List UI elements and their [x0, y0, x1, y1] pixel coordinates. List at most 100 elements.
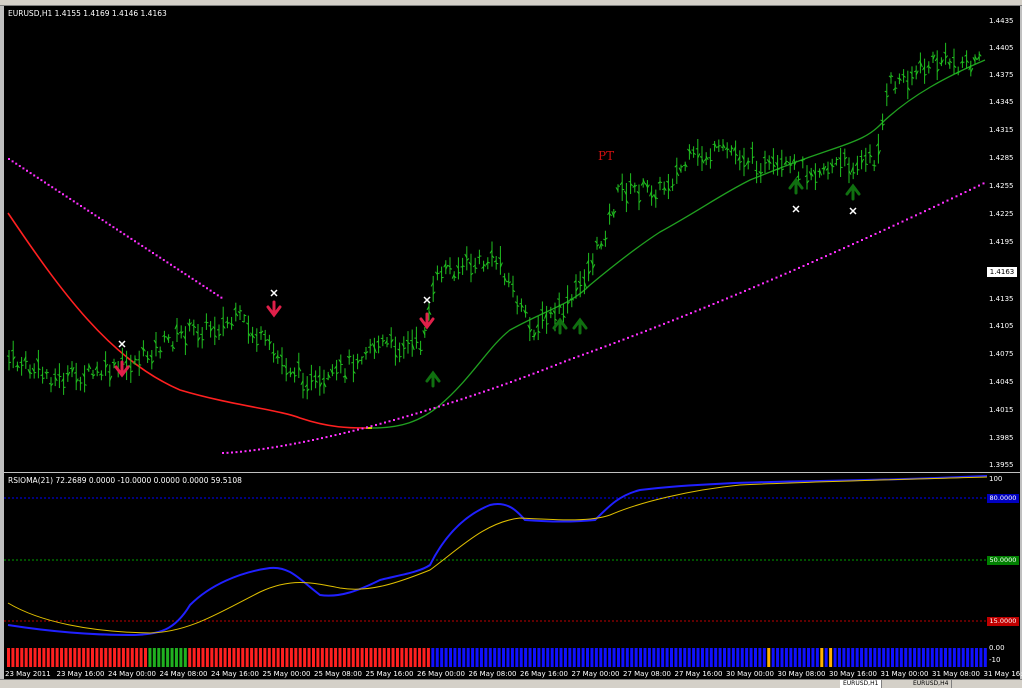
buy-arrow-icon: [574, 320, 586, 333]
trend-histogram-bar: [873, 648, 876, 667]
trend-histogram-bar: [573, 648, 576, 667]
sar-dot: [969, 189, 971, 191]
trend-histogram-bar: [493, 648, 496, 667]
sar-dot: [843, 247, 845, 249]
price-bar-close: [421, 350, 423, 351]
sar-dot: [425, 410, 427, 412]
trend-histogram-bar: [290, 648, 293, 667]
sar-dot: [933, 206, 935, 208]
price-bar-open: [540, 310, 542, 311]
time-tick-label: 25 May 08:00: [314, 670, 362, 678]
price-bar-close: [765, 163, 767, 164]
sar-dot: [713, 303, 715, 305]
trend-histogram-bar: [926, 648, 929, 667]
trend-histogram-bar: [422, 648, 425, 667]
sar-dot: [26, 170, 28, 172]
trend-histogram-bar: [688, 648, 691, 667]
price-tick-label: 1.4195: [989, 238, 1014, 246]
trend-histogram-bar: [498, 648, 501, 667]
sar-dot: [600, 347, 602, 349]
sar-dot: [515, 379, 517, 381]
price-bar-close: [547, 324, 549, 325]
trend-histogram-bar: [803, 648, 806, 667]
time-tick-label: 27 May 00:00: [572, 670, 620, 678]
trend-histogram-bar: [224, 648, 227, 667]
sar-dot: [348, 431, 350, 433]
sar-dot: [303, 441, 305, 443]
sar-dot: [627, 337, 629, 339]
sar-dot: [564, 360, 566, 362]
sar-dot: [731, 296, 733, 298]
sar-dot: [407, 415, 409, 417]
price-bar-open: [503, 276, 505, 277]
sar-dot: [915, 214, 917, 216]
trend-histogram-bar: [476, 648, 479, 667]
sar-dot: [263, 448, 265, 450]
trend-histogram-bar: [719, 648, 722, 667]
trend-histogram-bar: [953, 648, 956, 667]
sar-dot: [362, 427, 364, 429]
trend-histogram-bar: [219, 648, 222, 667]
sar-dot: [240, 451, 242, 453]
sar-dot: [668, 321, 670, 323]
trend-histogram-bar: [590, 648, 593, 667]
price-bar-open: [57, 375, 59, 376]
sar-dot: [569, 359, 571, 361]
trend-histogram-bar: [626, 648, 629, 667]
price-tick-label: 1.4255: [989, 182, 1014, 190]
sar-dot: [30, 172, 32, 174]
sar-dot: [708, 305, 710, 307]
sar-dot: [87, 210, 89, 212]
sar-dot: [821, 257, 823, 259]
trend-histogram-bar: [829, 648, 832, 667]
sar-dot: [166, 261, 168, 263]
trend-histogram-bar: [268, 648, 271, 667]
trend-histogram-bar: [374, 648, 377, 667]
trend-histogram-bar: [586, 648, 589, 667]
trend-histogram-bar: [546, 648, 549, 667]
trend-histogram-bar: [842, 648, 845, 667]
rsioma-line: [8, 476, 987, 635]
trend-histogram-bar: [630, 648, 633, 667]
sar-dot: [506, 383, 508, 385]
trend-histogram-bar: [966, 648, 969, 667]
trend-histogram-bar: [639, 648, 642, 667]
trend-histogram-bar: [944, 648, 947, 667]
sar-dot: [654, 326, 656, 328]
sar-dot: [744, 290, 746, 292]
price-tick-label: 1.4015: [989, 406, 1014, 414]
price-bar-close: [681, 166, 683, 167]
trend-histogram-bar: [811, 648, 814, 667]
sar-dot: [220, 297, 222, 299]
price-bar-open: [872, 165, 874, 166]
sar-dot: [722, 299, 724, 301]
price-bar-close: [463, 266, 465, 267]
trend-histogram-bar: [732, 648, 735, 667]
trend-histogram-bar: [971, 648, 974, 667]
price-tick-label: 1.4405: [989, 44, 1014, 52]
price-bar-open: [700, 157, 702, 158]
sar-dot: [510, 381, 512, 383]
trend-histogram-bar: [91, 648, 94, 667]
trend-histogram-bar: [60, 648, 63, 667]
sar-dot: [605, 345, 607, 347]
trend-histogram-bar: [396, 648, 399, 667]
trend-histogram-bar: [940, 648, 943, 667]
sar-dot: [84, 207, 86, 209]
sar-dot: [130, 238, 132, 240]
sar-dot: [902, 221, 904, 223]
price-bar-open: [20, 362, 22, 363]
sar-dot: [76, 203, 78, 205]
sar-dot: [767, 280, 769, 282]
trend-histogram-bar: [232, 648, 235, 667]
trend-histogram-bar: [378, 648, 381, 667]
price-bar-close: [244, 315, 246, 316]
trend-histogram-bar: [887, 648, 890, 667]
sar-dot: [920, 212, 922, 214]
time-tick-label: 31 May 16:00: [984, 670, 1022, 678]
sar-dot: [452, 401, 454, 403]
sar-dot: [317, 438, 319, 440]
trend-histogram-bar: [16, 648, 19, 667]
trend-histogram-bar: [489, 648, 492, 667]
sar-dot: [321, 437, 323, 439]
